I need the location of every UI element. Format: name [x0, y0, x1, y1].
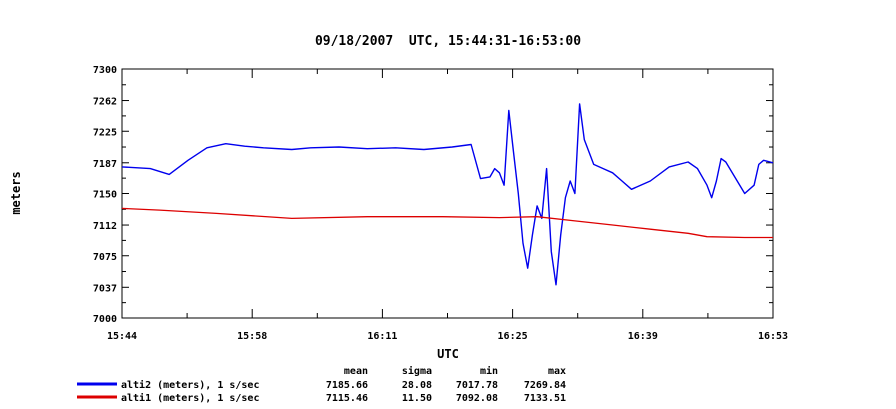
x-tick-label: 15:44: [107, 331, 137, 342]
plot-area: [121, 68, 774, 319]
chart-title: 09/18/2007 UTC, 15:44:31-16:53:00: [315, 34, 581, 49]
stats-value: 28.08: [402, 380, 432, 391]
stats-value: 7269.84: [524, 380, 566, 391]
x-tick-label: 16:25: [498, 331, 528, 342]
stats-value: 11.50: [402, 393, 432, 404]
x-axis-label: UTC: [437, 347, 459, 361]
stats-header: max: [548, 366, 566, 377]
y-axis: 7300 7262 7225 7187 7150 7112 7075 7037 7000: [93, 65, 773, 325]
x-axis: 15:44 15:58 16:11 16:25 16:39 16:53: [107, 69, 788, 342]
series-line-alti2: [121, 103, 774, 286]
y-tick-label: 7075: [93, 252, 117, 263]
y-tick-label: 7187: [93, 159, 117, 170]
plot-frame: [121, 68, 774, 319]
y-axis-label: meters: [9, 171, 23, 214]
stats-value: 7133.51: [524, 393, 566, 404]
stats-header: sigma: [402, 365, 432, 377]
x-tick-label: 16:53: [758, 331, 788, 342]
series-line-alti1: [121, 207, 773, 239]
stats-value: 7017.78: [456, 380, 498, 391]
series-layer: [121, 103, 774, 286]
legend-label: alti1 (meters), 1 s/sec: [121, 392, 259, 404]
x-tick-label: 15:58: [237, 331, 267, 342]
stats-value: 7115.46: [326, 393, 368, 404]
y-tick-label: 7112: [93, 221, 117, 232]
stats-header: mean: [344, 366, 368, 377]
x-tick-label: 16:11: [367, 331, 397, 342]
y-tick-label: 7225: [93, 127, 117, 138]
y-tick-label: 7000: [93, 314, 117, 325]
x-tick-label: 16:39: [628, 331, 658, 342]
stats-value: 7092.08: [456, 393, 498, 404]
y-tick-label: 7150: [93, 190, 117, 201]
stats-header: min: [480, 365, 498, 377]
legend-label: alti2 (meters), 1 s/sec: [121, 379, 259, 391]
stats-value: 7185.66: [326, 380, 368, 391]
stats-table: mean sigma min max alti2 (meters), 1 s/sec 71…: [77, 365, 566, 404]
y-tick-label: 7037: [93, 283, 117, 294]
y-tick-label: 7262: [93, 97, 117, 108]
y-tick-label: 7300: [93, 65, 117, 76]
